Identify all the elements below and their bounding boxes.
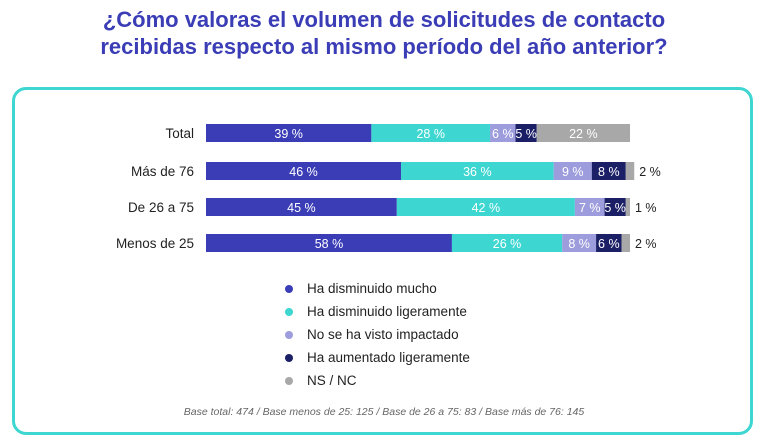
bar-segment (625, 162, 635, 180)
chart-title: ¿Cómo valoras el volumen de solicitudes … (0, 6, 768, 60)
category-label: Más de 76 (131, 164, 194, 179)
data-label: 7 % (579, 201, 601, 215)
data-label: 6 % (598, 237, 620, 251)
legend-item: Ha disminuido ligeramente (285, 300, 470, 323)
legend-swatch (285, 284, 293, 293)
data-label: 22 % (569, 127, 598, 141)
bar-segment (553, 162, 592, 180)
title-line-1: ¿Cómo valoras el volumen de solicitudes … (102, 7, 666, 32)
data-label: 5 % (604, 201, 626, 215)
bar-segment (206, 198, 397, 216)
bar-segment (625, 198, 630, 216)
bar-segment (490, 124, 516, 142)
legend-item: NS / NC (285, 369, 470, 392)
legend-swatch (285, 330, 293, 339)
bar-segment (371, 124, 491, 142)
legend-label: Ha disminuido ligeramente (307, 304, 467, 319)
legend-item: Ha disminuido mucho (285, 277, 470, 300)
data-label: 26 % (493, 237, 522, 251)
legend: Ha disminuido mucho Ha disminuido ligeram… (285, 277, 470, 392)
legend-item: No se ha visto impactado (285, 323, 470, 346)
bar-segment (596, 234, 622, 252)
data-label: 39 % (274, 127, 303, 141)
legend-label: NS / NC (307, 373, 357, 388)
data-label: 5 % (515, 127, 537, 141)
data-label: 58 % (315, 237, 344, 251)
bar-segment (591, 162, 626, 180)
bar-segment (206, 124, 372, 142)
category-label: De 26 a 75 (128, 200, 194, 215)
data-label: 42 % (472, 201, 501, 215)
chart-panel (12, 87, 753, 435)
data-label: 28 % (416, 127, 445, 141)
bar-segment (604, 198, 626, 216)
bar-segment (396, 198, 575, 216)
data-label: 2 % (635, 237, 657, 251)
legend-swatch (285, 353, 293, 362)
data-label: 45 % (287, 201, 316, 215)
title-line-2: recibidas respecto al mismo período del … (100, 34, 668, 59)
data-label: 1 % (635, 201, 657, 215)
bar-segment (562, 234, 597, 252)
legend-swatch (285, 307, 293, 316)
bar-segment (401, 162, 554, 180)
legend-label: Ha aumentado ligeramente (307, 350, 470, 365)
category-label: Menos de 25 (116, 236, 194, 251)
data-label: 2 % (639, 165, 661, 179)
data-label: 46 % (289, 165, 318, 179)
legend-item: Ha aumentado ligeramente (285, 346, 470, 369)
data-label: 8 % (598, 165, 620, 179)
bar-segment (206, 234, 452, 252)
legend-label: No se ha visto impactado (307, 327, 459, 342)
bar-segment (451, 234, 563, 252)
legend-label: Ha disminuido mucho (307, 281, 437, 296)
data-label: 8 % (568, 237, 590, 251)
bar-segment (621, 234, 630, 252)
data-label: 6 % (492, 127, 514, 141)
category-label: Total (165, 126, 194, 141)
bar-segment (536, 124, 630, 142)
bar-segment (515, 124, 537, 142)
data-label: 9 % (562, 165, 584, 179)
data-label: 36 % (463, 165, 492, 179)
footnote: Base total: 474 / Base menos de 25: 125 … (183, 406, 585, 418)
bar-segment (574, 198, 605, 216)
bar-segment (206, 162, 402, 180)
legend-swatch (285, 376, 293, 385)
